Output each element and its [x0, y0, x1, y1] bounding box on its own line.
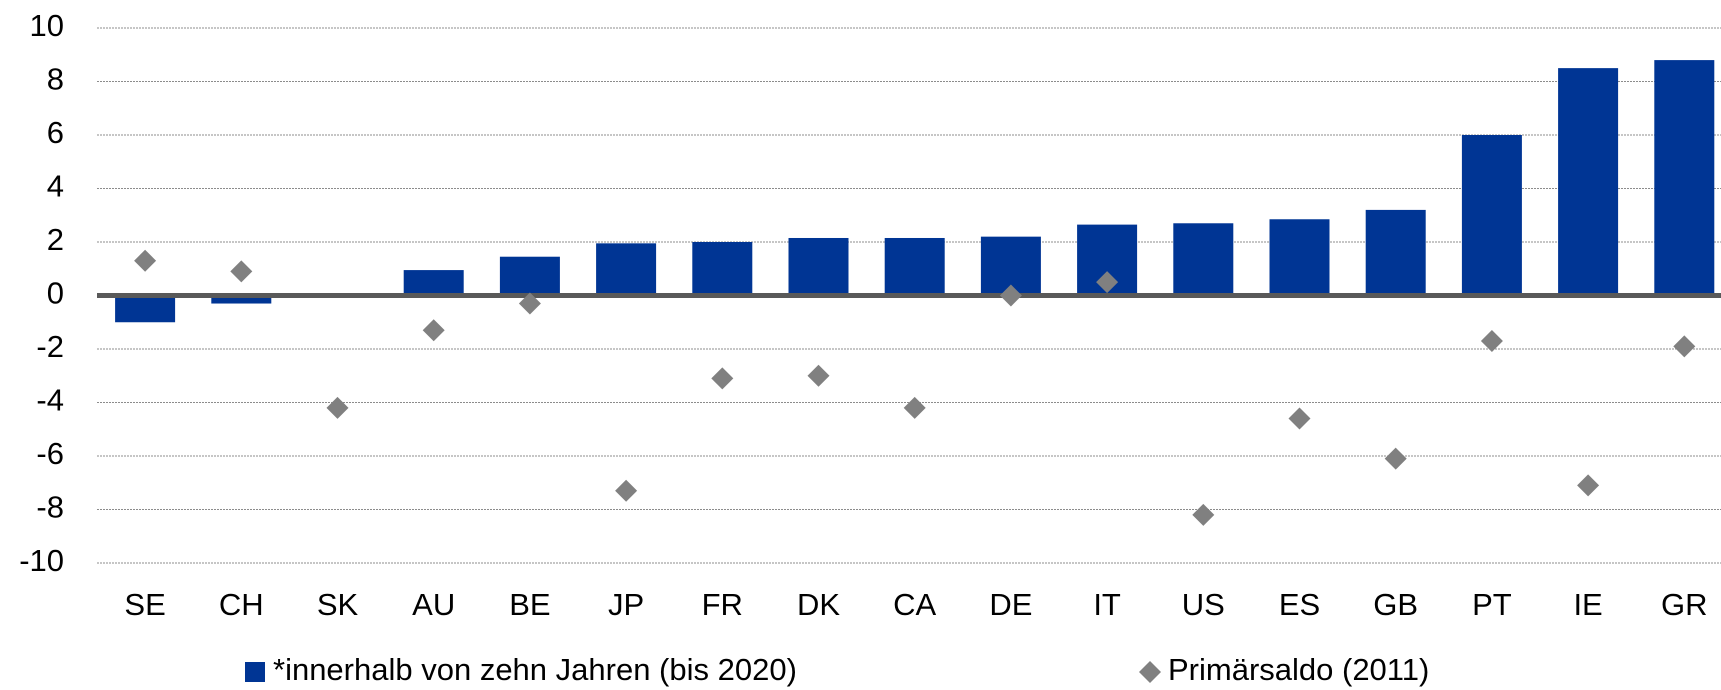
x-tick-label: FR: [702, 587, 743, 622]
y-tick-label: 4: [47, 169, 64, 204]
y-tick-label: 8: [47, 62, 64, 97]
x-tick-label: CA: [893, 587, 936, 622]
diamond-marker: [711, 367, 734, 390]
y-tick-label: -2: [36, 329, 64, 364]
x-tick-label: DE: [989, 587, 1032, 622]
bar: [1365, 209, 1426, 296]
x-tick-label: CH: [219, 587, 264, 622]
x-tick-label: AU: [412, 587, 455, 622]
bar: [1461, 135, 1522, 296]
x-tick-label: DK: [797, 587, 840, 622]
bar: [1269, 219, 1330, 296]
y-tick-label: 2: [47, 222, 64, 257]
y-tick-label: -6: [36, 436, 64, 471]
y-tick-label: 0: [47, 276, 64, 311]
y-tick-label: 10: [30, 8, 64, 43]
diamond-marker: [1384, 447, 1407, 470]
y-tick-label: 6: [47, 115, 64, 150]
diamond-marker: [230, 260, 253, 283]
bar: [596, 243, 657, 296]
diamond-marker: [518, 292, 541, 315]
bar: [211, 295, 272, 304]
legend-label: Primärsaldo (2011): [1168, 652, 1429, 687]
diamond-marker: [1673, 335, 1696, 358]
diamond-marker: [1577, 474, 1600, 497]
legend-swatch: [245, 662, 265, 682]
x-tick-label: GB: [1373, 587, 1418, 622]
x-tick-label: PT: [1472, 587, 1512, 622]
diamond-marker: [1192, 503, 1215, 526]
y-tick-label: -10: [19, 543, 64, 578]
diamond-marker: [615, 479, 638, 502]
y-tick-label: -8: [36, 490, 64, 525]
bar: [403, 270, 464, 296]
diamond-marker: [134, 249, 157, 272]
bar: [1654, 60, 1715, 296]
bar: [788, 237, 849, 296]
bar: [499, 256, 560, 296]
legend-swatch: [1139, 661, 1161, 683]
x-tick-label: ES: [1279, 587, 1320, 622]
bar: [1173, 223, 1234, 296]
x-tick-label: US: [1182, 587, 1225, 622]
diamond-marker: [422, 319, 445, 342]
bar: [115, 295, 176, 323]
x-tick-label: IT: [1093, 587, 1121, 622]
bar: [884, 237, 945, 296]
diamond-marker: [1096, 271, 1119, 294]
x-tick-label: SE: [124, 587, 165, 622]
diamond-marker: [999, 284, 1022, 307]
x-tick-label: IE: [1573, 587, 1602, 622]
x-tick-label: SK: [317, 587, 359, 622]
bar: [692, 242, 753, 296]
diamond-marker: [1288, 407, 1311, 430]
y-tick-label: -4: [36, 383, 64, 418]
bar: [1558, 68, 1619, 296]
diamond-marker: [326, 396, 349, 419]
x-tick-label: GR: [1661, 587, 1708, 622]
x-tick-label: BE: [509, 587, 550, 622]
diamond-marker: [1480, 329, 1503, 352]
diamond-marker: [807, 364, 830, 387]
diamond-marker: [903, 396, 926, 419]
x-tick-label: JP: [608, 587, 644, 622]
legend-label: *innerhalb von zehn Jahren (bis 2020): [273, 652, 797, 687]
